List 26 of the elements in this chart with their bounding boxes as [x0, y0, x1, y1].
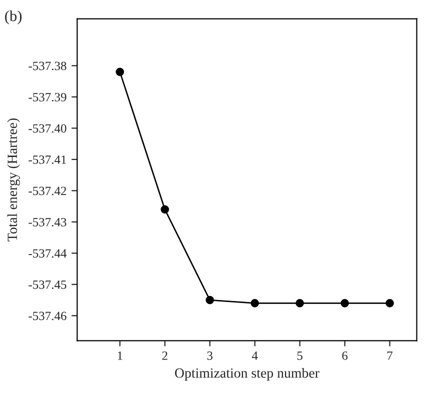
- x-tick-label: 1: [118, 352, 122, 360]
- y-tick-label: -537.41: [28, 155, 66, 164]
- point: [340, 299, 349, 308]
- point: [250, 299, 259, 308]
- x-tick-label: 7: [387, 352, 393, 360]
- x-axis-title: Optimization step number: [175, 368, 320, 381]
- x-tick-label: 4: [252, 352, 258, 360]
- point: [160, 205, 170, 214]
- x-tick-label: 3: [207, 351, 212, 360]
- y-axis-title: Total energy (Hartree): [7, 118, 20, 242]
- point: [116, 68, 124, 76]
- y-tick-label: -537.40: [28, 124, 66, 133]
- point: [386, 299, 394, 308]
- y-tick-label: -537.42: [28, 186, 66, 196]
- x-tick-label: 2: [162, 351, 168, 360]
- point: [206, 296, 214, 304]
- y-tick-label: -537.38: [28, 62, 66, 70]
- y-tick-label: -537.45: [28, 280, 66, 289]
- y-tick-label: -537.39: [28, 92, 66, 102]
- y-tick-label: -537.44: [28, 249, 67, 258]
- y-tick-label: -537.43: [28, 218, 66, 226]
- x-tick-label: 6: [342, 351, 348, 360]
- text: (b): [5, 10, 22, 24]
- y-tick-label: -537.46: [28, 312, 66, 320]
- x-tick-label: 5: [297, 352, 302, 360]
- point: [296, 299, 304, 308]
